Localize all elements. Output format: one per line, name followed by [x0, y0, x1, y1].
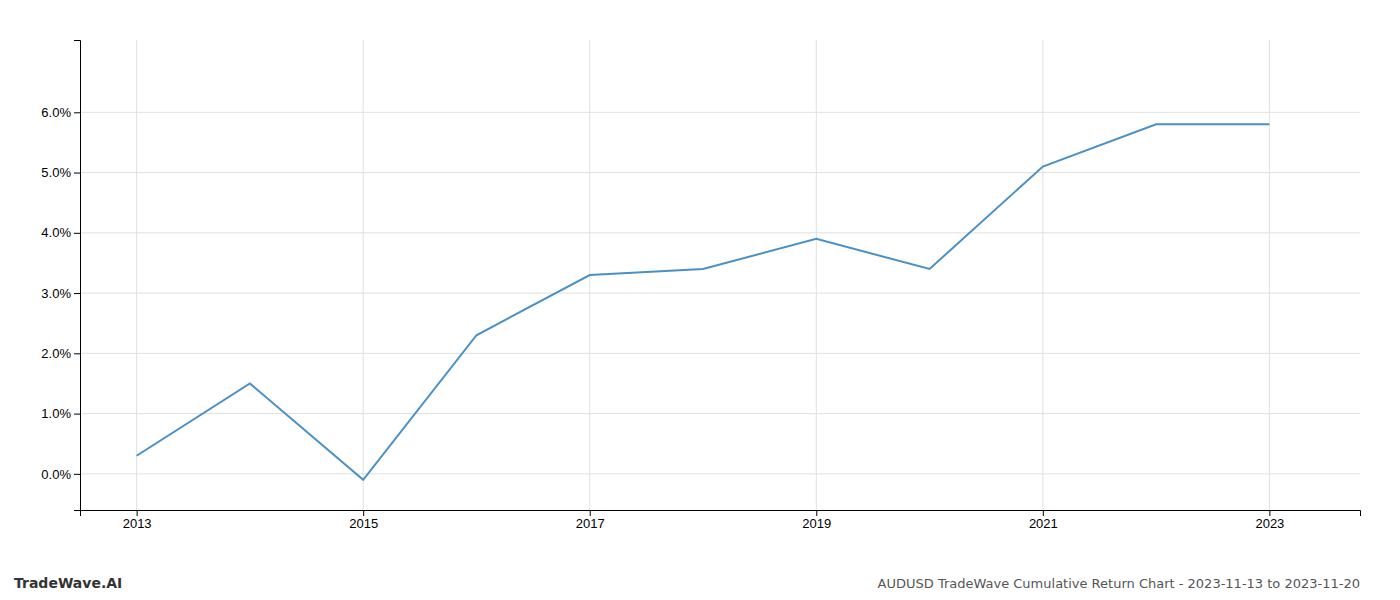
y-grid-line — [80, 293, 1360, 294]
tick: 2013 — [123, 510, 152, 531]
tick-mark — [74, 112, 80, 113]
tick: 3.0% — [41, 286, 80, 301]
tick-label: 2017 — [576, 516, 605, 531]
x-axis: 2013 2015 2017 2019 2021 2023 — [81, 510, 1361, 531]
tick-mark — [74, 474, 80, 475]
title: AUDUSD TradeWave Cumulative Return Chart… — [878, 576, 1360, 591]
tick: 0.0% — [41, 467, 80, 482]
tick-mark — [816, 510, 817, 516]
x-grid-line — [363, 40, 364, 510]
y-grid-line — [80, 232, 1360, 233]
x-grid-line — [816, 40, 817, 510]
tick-mark — [1043, 510, 1044, 516]
tick-label: 6.0% — [41, 105, 71, 120]
tick-mark — [74, 353, 80, 354]
annotation: TradeWave.AI — [14, 575, 122, 591]
axis-line — [81, 511, 1361, 517]
y-grid-line — [80, 353, 1360, 354]
chart: 2013 2015 2017 2019 2021 2023 0.0% 1.0% 2.0% 3.0%… — [0, 0, 1400, 600]
tick-label: 0.0% — [41, 467, 71, 482]
y-axis: 0.0% 1.0% 2.0% 3.0% 4.0% 5.0% 6.0% — [41, 41, 80, 511]
tick-mark — [363, 510, 364, 516]
tick: 2021 — [1029, 510, 1058, 531]
tick-label: 3.0% — [41, 286, 71, 301]
tick-label: 2013 — [123, 516, 152, 531]
tick-mark — [74, 233, 80, 234]
tick-mark — [74, 293, 80, 294]
x-grid-line — [136, 40, 137, 510]
tick-mark — [74, 414, 80, 415]
tick-label: 2021 — [1029, 516, 1058, 531]
tick: 6.0% — [41, 105, 80, 120]
tick-mark — [1269, 510, 1270, 516]
tick-label: 4.0% — [41, 225, 71, 240]
tick-label: 2019 — [802, 516, 831, 531]
tick: 2023 — [1255, 510, 1284, 531]
tick: 2.0% — [41, 346, 80, 361]
plot: 2013 2015 2017 2019 2021 2023 0.0% 1.0% 2.0% 3.0%… — [41, 40, 1360, 531]
tick-mark — [590, 510, 591, 516]
tick-mark — [137, 510, 138, 516]
y-grid-line — [80, 413, 1360, 414]
tick: 2019 — [802, 510, 831, 531]
tick: 2015 — [349, 510, 378, 531]
y-grid-line — [80, 112, 1360, 113]
tick-label: 5.0% — [41, 165, 71, 180]
grid — [80, 40, 1360, 510]
axis-line — [74, 41, 81, 511]
tick-label: 2015 — [349, 516, 378, 531]
tick: 1.0% — [41, 406, 80, 421]
y-grid-line — [80, 473, 1360, 474]
marks — [137, 124, 1270, 480]
x-grid-line — [1042, 40, 1043, 510]
tick-label: 2.0% — [41, 346, 71, 361]
tick-mark — [74, 173, 80, 174]
tick: 5.0% — [41, 165, 80, 180]
x-grid-line — [1269, 40, 1270, 510]
tick-label: 1.0% — [41, 406, 71, 421]
tick: 4.0% — [41, 225, 80, 240]
line — [137, 124, 1270, 480]
y-grid-line — [80, 172, 1360, 173]
tick-label: 2023 — [1255, 516, 1284, 531]
tick: 2017 — [576, 510, 605, 531]
